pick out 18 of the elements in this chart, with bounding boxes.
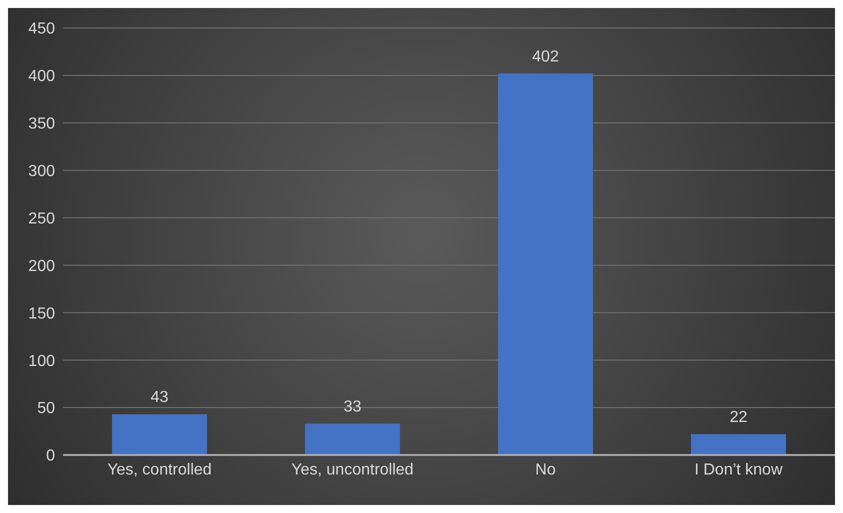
y-tick-label: 100 <box>28 352 56 370</box>
data-label: 22 <box>730 409 748 426</box>
y-tick-label: 200 <box>28 258 56 275</box>
x-tick-label: I Don’t know <box>694 461 783 478</box>
x-tick-label: No <box>535 461 556 478</box>
y-tick-label: 250 <box>28 210 56 228</box>
data-label: 33 <box>344 398 362 416</box>
x-tick-label: Yes, controlled <box>107 461 212 478</box>
y-tick-label: 50 <box>37 400 56 418</box>
y-tick-label: 300 <box>28 163 56 180</box>
y-tick-label: 0 <box>46 448 56 465</box>
y-tick-label: 150 <box>28 305 56 322</box>
x-tick-label: Yes, uncontrolled <box>291 461 414 478</box>
data-label: 43 <box>150 389 168 406</box>
y-tick-label: 350 <box>28 116 56 133</box>
y-tick-label: 400 <box>28 68 56 86</box>
data-label: 402 <box>532 48 559 66</box>
y-tick-label: 450 <box>28 20 56 38</box>
